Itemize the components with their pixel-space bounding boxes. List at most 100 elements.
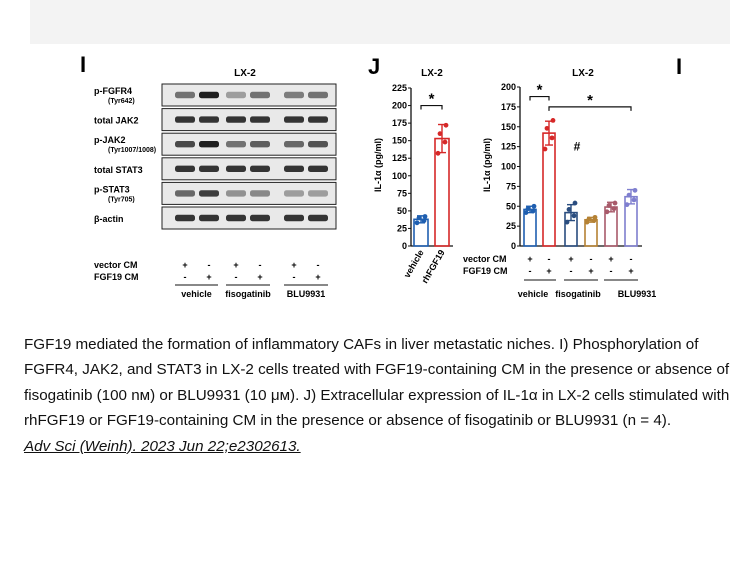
- blot-band: [175, 165, 195, 172]
- fgf19-cm-sign: +: [546, 266, 551, 276]
- y-tick-label: 50: [506, 201, 516, 211]
- significance-label: *: [537, 82, 543, 99]
- blot-row-sublabel: (Tyr1007/1008): [108, 147, 156, 154]
- panel-j-left-ylabel: IL-1α (pg/ml): [373, 138, 383, 192]
- blot-row-sublabel: (Tyr642): [108, 98, 135, 105]
- citation-link[interactable]: Adv Sci (Weinh). 2023 Jun 22;e2302613.: [24, 437, 301, 455]
- blot-band: [199, 116, 219, 123]
- y-tick-label: 100: [392, 171, 407, 181]
- panel-j-left-chart: J LX-2 IL-1α (pg/ml) 0 25 50 75 100 125 150 175…: [368, 54, 453, 285]
- y-tick-label: 150: [392, 136, 407, 146]
- y-tick-label: 150: [501, 122, 516, 132]
- blot-band: [175, 141, 195, 148]
- blot-row-label: p-JAK2: [94, 135, 126, 145]
- blot-row-frame: [161, 157, 337, 181]
- blot-group-label: fisogatinib: [225, 289, 271, 299]
- blot-band: [250, 165, 270, 172]
- blot-band: [308, 214, 328, 222]
- blot-row-label: β-actin: [94, 214, 124, 224]
- blot-band: [199, 141, 219, 148]
- blot-group-label: BLU9931: [287, 289, 326, 299]
- blot-row-label: total STAT3: [94, 165, 143, 175]
- panel-j-right-chart: LX-2 I IL-1α (pg/ml) 0 25 50 75 100 125 150 175…: [463, 54, 682, 299]
- panel-j-right-ylabel: IL-1α (pg/ml): [482, 138, 492, 192]
- group-label: BLU9931: [618, 289, 657, 299]
- blot-fgf19-sign: +: [315, 272, 320, 282]
- data-point: [414, 220, 420, 226]
- blot-band: [226, 190, 246, 197]
- blot-band: [250, 190, 270, 197]
- data-point: [416, 215, 422, 221]
- blot-band: [308, 165, 328, 172]
- y-tick-label: 200: [501, 82, 516, 92]
- data-point: [612, 200, 618, 206]
- y-tick-label: 75: [397, 188, 407, 198]
- y-tick-label: 75: [506, 181, 516, 191]
- fgf19-cm-sign: +: [588, 266, 593, 276]
- blot-band: [175, 214, 195, 222]
- fgf19-cm-label: FGF19 CM: [463, 266, 508, 276]
- caption-text: FGF19 mediated the formation of inflamma…: [24, 336, 730, 430]
- data-point: [631, 197, 637, 203]
- blot-vector-sign: -: [208, 260, 211, 270]
- panel-j-right-extra-letter: I: [676, 54, 682, 79]
- blot-band: [175, 116, 195, 123]
- fgf19-cm-sign: -: [610, 266, 613, 276]
- blot-band: [226, 214, 246, 222]
- blot-fgf19-sign: -: [235, 272, 238, 282]
- blot-band: [284, 116, 304, 123]
- vector-cm-sign: +: [527, 254, 532, 264]
- blot-band: [250, 116, 270, 123]
- blot-band: [308, 190, 328, 197]
- blot-band: [308, 116, 328, 123]
- data-point: [435, 150, 441, 156]
- blot-row-sublabel: (Tyr705): [108, 196, 135, 203]
- fgf19-cm-sign: +: [628, 266, 633, 276]
- blot-band: [199, 91, 219, 99]
- figure-background-shade: [30, 0, 730, 44]
- blot-band: [226, 91, 246, 99]
- blot-vector-sign: +: [291, 260, 296, 270]
- panel-j-letter: J: [368, 54, 380, 79]
- data-point: [572, 200, 578, 206]
- data-point: [632, 187, 638, 193]
- vector-cm-sign: -: [590, 254, 593, 264]
- blot-vector-cm-label: vector CM: [94, 260, 138, 270]
- figure-caption: FGF19 mediated the formation of inflamma…: [24, 332, 736, 459]
- blot-fgf19-sign: -: [184, 272, 187, 282]
- blot-fgf19-sign: +: [257, 272, 262, 282]
- blot-band: [226, 116, 246, 123]
- blot-band: [284, 91, 304, 99]
- fgf19-cm-sign: -: [570, 266, 573, 276]
- data-point: [586, 216, 592, 222]
- blot-fgf19-cm-label: FGF19 CM: [94, 272, 139, 282]
- group-label: fisogatinib: [555, 289, 601, 299]
- y-tick-label: 225: [392, 83, 407, 93]
- data-point: [611, 206, 617, 212]
- figure: I LX-2 p-FGFR4 (Tyr642) total JAK2 p-JAK2 (T…: [30, 0, 730, 299]
- data-point: [437, 131, 443, 137]
- significance-bracket: [548, 106, 632, 111]
- y-tick-label: 50: [397, 206, 407, 216]
- data-point: [443, 122, 449, 128]
- y-tick-label: 125: [501, 142, 516, 152]
- group-label: vehicle: [518, 289, 549, 299]
- y-tick-label: 175: [501, 102, 516, 112]
- blot-band: [226, 141, 246, 148]
- panel-j-right-title: LX-2: [572, 68, 594, 79]
- blot-band: [175, 91, 195, 99]
- panel-i-western-blot: I LX-2 p-FGFR4 (Tyr642) total JAK2 p-JAK2 (T…: [80, 52, 337, 299]
- blot-band: [250, 214, 270, 222]
- data-point: [592, 214, 598, 220]
- vector-cm-sign: +: [568, 254, 573, 264]
- data-point: [549, 135, 555, 141]
- data-point: [442, 139, 448, 145]
- blot-band: [308, 141, 328, 148]
- blot-vector-sign: -: [259, 260, 262, 270]
- data-point: [571, 213, 577, 219]
- significance-label: *: [429, 91, 435, 108]
- y-tick-label: 25: [397, 223, 407, 233]
- blot-fgf19-sign: +: [206, 272, 211, 282]
- blot-band: [175, 190, 195, 197]
- blot-band: [250, 91, 270, 99]
